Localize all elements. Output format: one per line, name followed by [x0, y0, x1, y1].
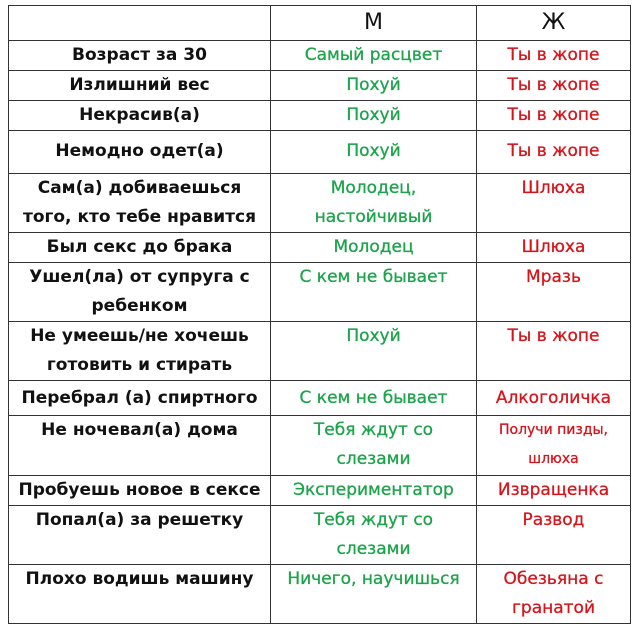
male-cell: Ничего, научишься	[270, 564, 477, 624]
table-row: Возраст за 30 Самый расцвет Ты в жопе	[8, 40, 631, 71]
condition-cell: Пробуешь новое в сексе	[8, 475, 271, 506]
condition-cell: Плохо водишь машину	[8, 564, 271, 624]
table-row: Перебрал (а) спиртного С кем не бывает Алк…	[8, 380, 631, 416]
female-cell: Ты в жопе	[476, 40, 631, 71]
header-empty	[8, 5, 271, 41]
table-row: Плохо водишь машину Ничего, научишься Обез…	[8, 564, 631, 624]
condition-cell: Не ночевал(а) дома	[8, 415, 271, 476]
table-row: Немодно одет(а) Похуй Ты в жопе	[8, 130, 631, 174]
male-cell: Похуй	[270, 100, 477, 131]
female-cell: Извращенка	[476, 475, 631, 506]
male-cell: Экспериментатор	[270, 475, 477, 506]
table-row: Ушел(ла) от супруга с ребенком С кем не б…	[8, 262, 631, 322]
female-cell: Шлюха	[476, 173, 631, 233]
female-cell: Мразь	[476, 262, 631, 322]
female-cell: Ты в жопе	[476, 321, 631, 381]
female-cell: Развод	[476, 505, 631, 565]
condition-cell: Немодно одет(а)	[8, 130, 271, 174]
condition-cell: Не умеешь/не хочешь готовить и стирать	[8, 321, 271, 381]
female-cell: Шлюха	[476, 232, 631, 263]
condition-cell: Некрасив(а)	[8, 100, 271, 131]
condition-cell: Сам(а) добиваешься того, кто тебе нравит…	[8, 173, 271, 233]
table-row: Был секс до брака Молодец Шлюха	[8, 232, 631, 263]
male-cell: С кем не бывает	[270, 262, 477, 322]
condition-cell: Перебрал (а) спиртного	[8, 380, 271, 416]
condition-cell: Излишний вес	[8, 70, 271, 101]
condition-cell: Попал(а) за решетку	[8, 505, 271, 565]
condition-cell: Возраст за 30	[8, 40, 271, 71]
table-row: Некрасив(а) Похуй Ты в жопе	[8, 100, 631, 131]
header-cell: М	[270, 5, 477, 41]
comparison-table: М Ж Возраст за 30 Самый расцвет Ты в жопе И…	[8, 5, 631, 624]
male-cell: С кем не бывает	[270, 380, 477, 416]
male-cell: Молодец	[270, 232, 477, 263]
male-cell: Самый расцвет	[270, 40, 477, 71]
table-row: Попал(а) за решетку Тебя ждут со слезами Р…	[8, 505, 631, 565]
condition-cell: Ушел(ла) от супруга с ребенком	[8, 262, 271, 322]
table-row: Сам(а) добиваешься того, кто тебе нравит…	[8, 173, 631, 233]
table-row: Излишний вес Похуй Ты в жопе	[8, 70, 631, 101]
table-body: Возраст за 30 Самый расцвет Ты в жопе Излиш…	[8, 40, 631, 624]
female-cell: Ты в жопе	[476, 130, 631, 174]
male-cell: Молодец, настойчивый	[270, 173, 477, 233]
header-cell: Ж	[476, 5, 631, 41]
female-cell: Получи пизды, шлюха	[476, 415, 631, 476]
table-row: Не умеешь/не хочешь готовить и стирать По…	[8, 321, 631, 381]
table-row: Не ночевал(а) дома Тебя ждут со слезами По…	[8, 415, 631, 476]
table-row: Пробуешь новое в сексе Экспериментатор Изв…	[8, 475, 631, 506]
male-cell: Тебя ждут со слезами	[270, 505, 477, 565]
male-cell: Похуй	[270, 321, 477, 381]
female-cell: Ты в жопе	[476, 100, 631, 131]
female-cell: Обезьяна с гранатой	[476, 564, 631, 624]
female-cell: Алкоголичка	[476, 380, 631, 416]
header-row: М Ж	[8, 5, 631, 41]
female-cell: Ты в жопе	[476, 70, 631, 101]
condition-cell: Был секс до брака	[8, 232, 271, 263]
male-cell: Похуй	[270, 130, 477, 174]
male-cell: Тебя ждут со слезами	[270, 415, 477, 476]
male-cell: Похуй	[270, 70, 477, 101]
